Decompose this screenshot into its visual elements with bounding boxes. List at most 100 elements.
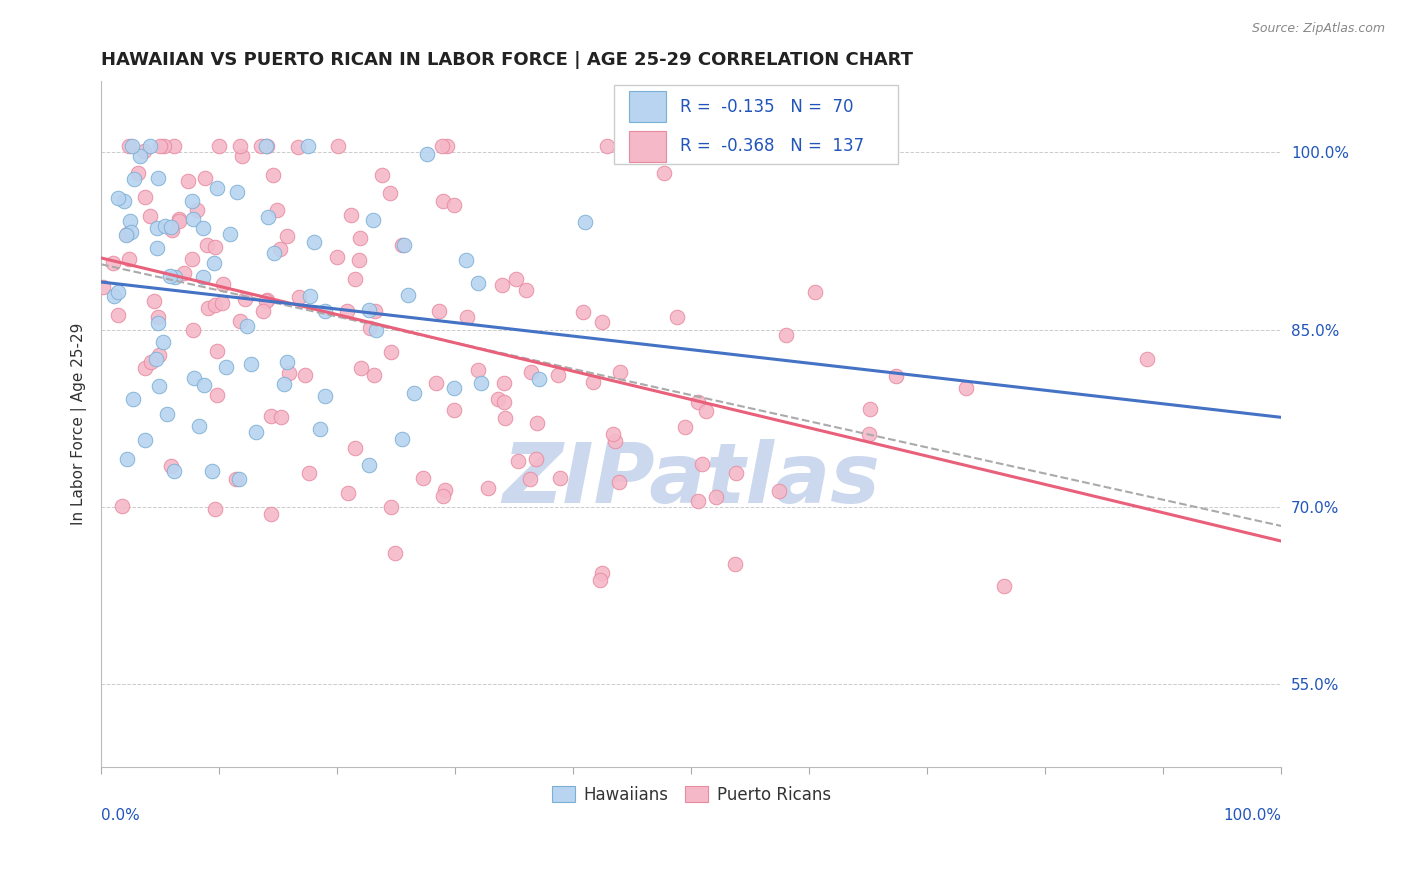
Point xyxy=(148,348,170,362)
Point xyxy=(193,221,215,235)
Point xyxy=(336,304,359,318)
Point xyxy=(235,292,257,306)
Point xyxy=(91,280,114,294)
Point xyxy=(302,235,325,249)
Point xyxy=(205,344,228,359)
Point xyxy=(160,458,183,473)
Point xyxy=(225,472,247,486)
Point xyxy=(359,458,381,473)
Point xyxy=(122,392,145,407)
Point xyxy=(245,425,267,439)
Point xyxy=(139,139,162,153)
Point xyxy=(427,304,450,318)
Point xyxy=(297,139,319,153)
Point xyxy=(115,227,138,242)
Point xyxy=(391,237,413,252)
Point xyxy=(454,252,477,267)
Point xyxy=(364,323,387,337)
Point xyxy=(173,266,195,280)
Point xyxy=(256,139,278,153)
Point xyxy=(195,238,218,252)
Point xyxy=(160,220,183,235)
Point xyxy=(254,294,277,309)
Point xyxy=(524,452,547,467)
Point xyxy=(181,211,204,226)
Point xyxy=(363,303,385,318)
Point xyxy=(112,194,135,208)
Point xyxy=(115,227,138,242)
Point xyxy=(574,215,596,229)
Point xyxy=(326,250,349,264)
Point xyxy=(117,252,139,266)
Point xyxy=(228,139,250,153)
Point xyxy=(260,409,283,423)
Point xyxy=(134,433,156,447)
Point xyxy=(270,410,292,425)
Point xyxy=(993,579,1015,593)
Point xyxy=(181,252,204,267)
Point xyxy=(153,219,176,234)
Point xyxy=(228,472,250,486)
Point xyxy=(591,315,613,329)
Point xyxy=(204,298,226,312)
Point xyxy=(384,546,406,560)
Point xyxy=(146,316,169,330)
Point xyxy=(262,168,284,182)
Point xyxy=(256,210,278,224)
Point xyxy=(118,139,141,153)
Point xyxy=(197,301,219,315)
Point xyxy=(249,139,271,153)
Point xyxy=(186,202,208,217)
Point xyxy=(111,499,134,513)
Point xyxy=(294,368,316,383)
Point xyxy=(416,146,439,161)
Point xyxy=(236,318,259,333)
Text: Source: ZipAtlas.com: Source: ZipAtlas.com xyxy=(1251,22,1385,36)
Point xyxy=(252,303,274,318)
Point xyxy=(204,240,226,254)
Point xyxy=(526,417,548,431)
Point xyxy=(392,237,415,252)
Point xyxy=(215,360,238,375)
Point xyxy=(456,310,478,325)
Point xyxy=(443,402,465,417)
Point xyxy=(506,454,529,468)
Point xyxy=(412,471,434,485)
Point xyxy=(207,388,229,402)
FancyBboxPatch shape xyxy=(628,131,666,161)
Point xyxy=(803,285,825,299)
Legend: Hawaiians, Puerto Ricans: Hawaiians, Puerto Ricans xyxy=(546,779,838,810)
FancyBboxPatch shape xyxy=(628,91,666,122)
Point xyxy=(103,255,125,269)
Point xyxy=(120,225,142,239)
Point xyxy=(589,573,612,587)
Point xyxy=(686,394,709,409)
Point xyxy=(350,361,373,376)
Point xyxy=(143,293,166,308)
Point xyxy=(134,361,156,376)
Point xyxy=(205,181,228,195)
Point xyxy=(276,229,298,244)
Point xyxy=(231,149,253,163)
Point xyxy=(273,376,295,391)
Point xyxy=(191,270,214,285)
Point xyxy=(467,362,489,376)
Point xyxy=(955,381,977,395)
Point xyxy=(591,566,613,580)
Point xyxy=(115,452,138,467)
Point xyxy=(146,241,169,255)
Point xyxy=(148,379,170,393)
Point xyxy=(1136,351,1159,366)
Point xyxy=(181,322,204,336)
Point xyxy=(666,310,689,324)
Point xyxy=(156,408,179,422)
Point xyxy=(494,410,516,425)
Point xyxy=(430,139,453,153)
Point xyxy=(266,202,288,217)
Point xyxy=(169,211,191,226)
Point xyxy=(686,493,709,508)
Point xyxy=(529,372,551,386)
Y-axis label: In Labor Force | Age 25-29: In Labor Force | Age 25-29 xyxy=(72,323,87,525)
Point xyxy=(139,209,162,223)
Point xyxy=(120,214,142,228)
